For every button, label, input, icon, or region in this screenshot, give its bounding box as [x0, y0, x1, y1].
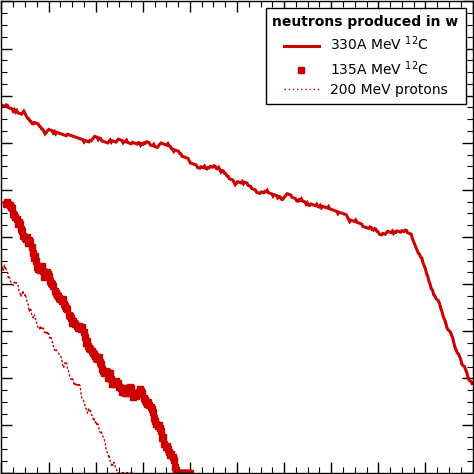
Legend: 330A MeV $^{12}$C, 135A MeV $^{12}$C, 200 MeV protons: 330A MeV $^{12}$C, 135A MeV $^{12}$C, 20…	[265, 9, 465, 104]
